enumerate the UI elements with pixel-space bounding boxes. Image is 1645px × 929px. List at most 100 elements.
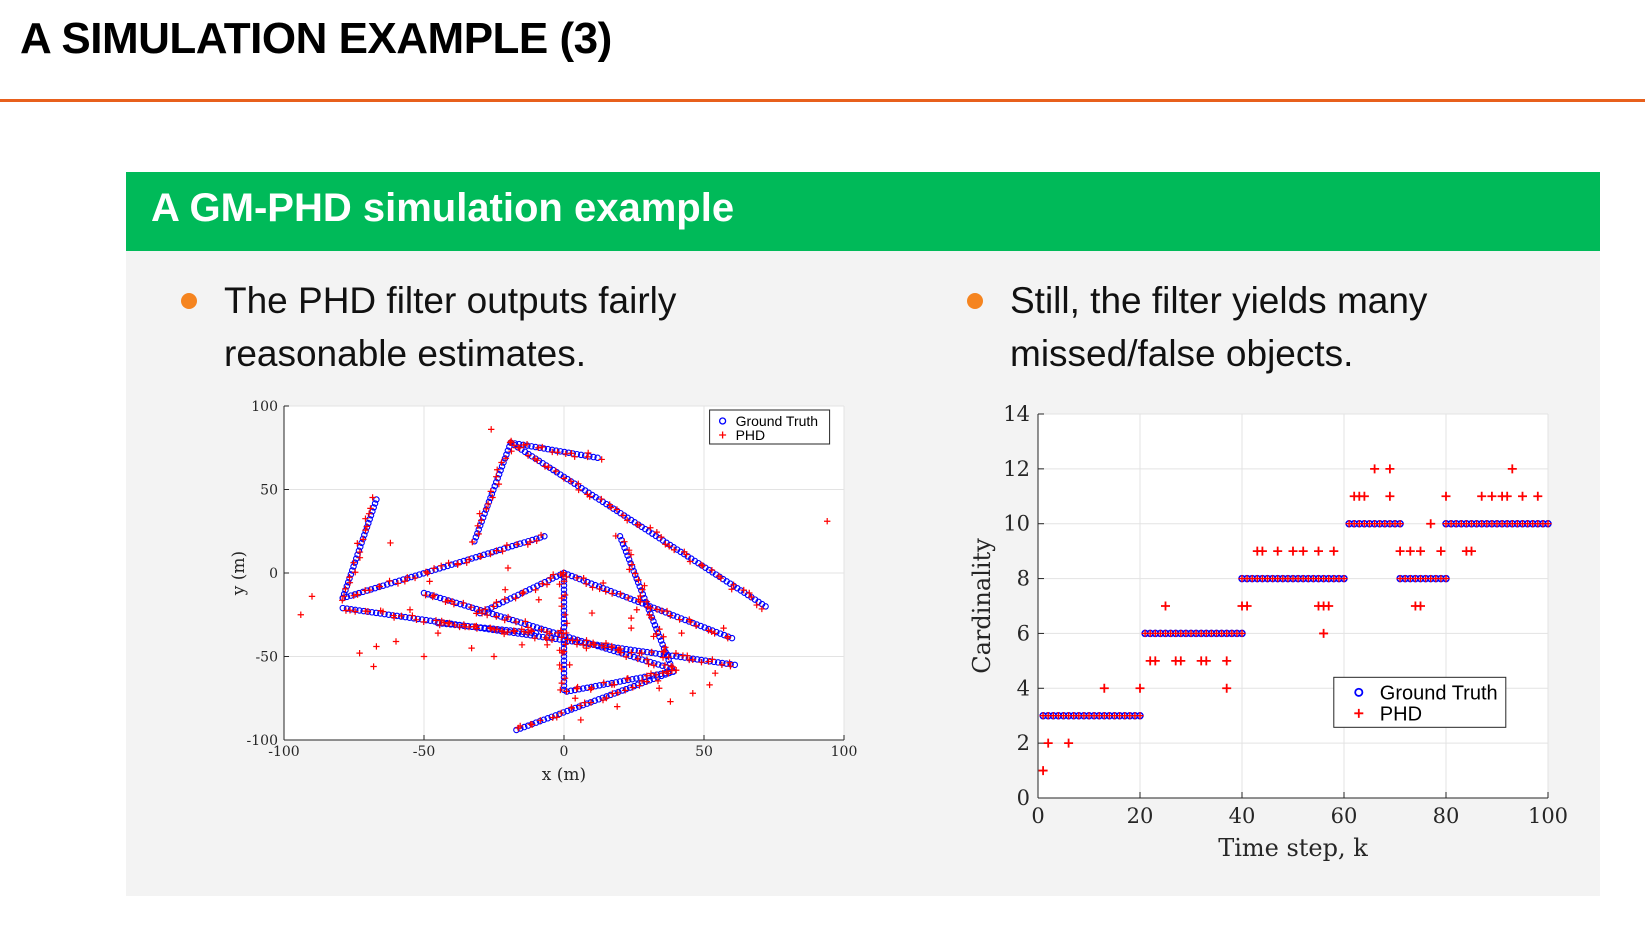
ground-truth-point bbox=[575, 703, 583, 710]
phd-point bbox=[1324, 601, 1334, 611]
phd-point bbox=[632, 570, 639, 577]
phd-point bbox=[603, 694, 610, 702]
phd-point bbox=[661, 661, 669, 669]
ground-truth-point bbox=[731, 661, 739, 669]
phd-point bbox=[628, 614, 635, 622]
phd-point bbox=[544, 641, 551, 649]
phd-point bbox=[602, 639, 610, 647]
phd-point bbox=[657, 533, 665, 541]
phd-point bbox=[1416, 546, 1425, 556]
phd-point bbox=[562, 450, 569, 458]
ground-truth-point bbox=[592, 682, 599, 690]
phd-point bbox=[398, 612, 405, 620]
phd-point bbox=[375, 583, 383, 590]
phd-point bbox=[1288, 546, 1298, 556]
phd-point bbox=[518, 626, 525, 633]
ground-truth-point bbox=[627, 560, 634, 567]
phd-point bbox=[1416, 601, 1425, 611]
phd-point bbox=[561, 611, 569, 619]
phd-point bbox=[1359, 491, 1369, 501]
phd-point bbox=[607, 504, 615, 511]
ground-truth-point bbox=[677, 615, 685, 622]
phd-point bbox=[582, 580, 590, 588]
bullet-dot bbox=[967, 293, 983, 309]
ground-truth-point bbox=[595, 696, 602, 703]
phd-point bbox=[665, 653, 672, 661]
phd-point bbox=[523, 440, 531, 448]
phd-point bbox=[392, 638, 400, 645]
x-tick-label: 40 bbox=[1229, 804, 1256, 828]
phd-point bbox=[566, 661, 573, 669]
phd-point bbox=[483, 611, 491, 619]
ground-truth-point bbox=[469, 604, 476, 612]
phd-point bbox=[689, 656, 696, 664]
phd-point bbox=[484, 500, 492, 508]
phd-point bbox=[623, 517, 631, 524]
y-tick-label: 100 bbox=[251, 399, 278, 415]
legend-phd-label: PHD bbox=[1380, 703, 1422, 725]
phd-point bbox=[478, 610, 486, 617]
ground-truth-point bbox=[625, 556, 633, 563]
ground-truth-point bbox=[373, 496, 380, 503]
phd-point bbox=[580, 574, 587, 582]
phd-point bbox=[650, 633, 657, 640]
phd-point bbox=[560, 630, 567, 637]
phd-point bbox=[370, 663, 377, 670]
ground-truth-point bbox=[618, 650, 626, 657]
phd-point bbox=[617, 649, 625, 656]
phd-point bbox=[608, 590, 616, 597]
phd-point bbox=[460, 599, 467, 607]
phd-point bbox=[541, 463, 549, 470]
y-tick-label: 0 bbox=[1017, 786, 1030, 810]
phd-point bbox=[524, 629, 532, 637]
phd-point bbox=[705, 658, 712, 665]
phd-point bbox=[724, 634, 731, 642]
phd-point bbox=[705, 627, 712, 634]
phd-point bbox=[532, 586, 539, 594]
ground-truth-point bbox=[693, 621, 701, 628]
phd-series bbox=[1038, 464, 1552, 776]
phd-point bbox=[354, 591, 361, 598]
phd-point bbox=[475, 530, 482, 538]
ground-truth-point bbox=[431, 618, 438, 625]
ground-truth-point bbox=[631, 647, 638, 654]
ground-truth-point bbox=[508, 542, 516, 550]
phd-point bbox=[1242, 601, 1252, 611]
ground-truth-point bbox=[556, 710, 563, 718]
ground-truth-point bbox=[506, 443, 513, 450]
ground-truth-point bbox=[578, 637, 585, 645]
phd-point bbox=[602, 588, 609, 595]
phd-point bbox=[420, 618, 427, 626]
ground-truth-point bbox=[651, 621, 659, 629]
ground-truth-point bbox=[540, 445, 548, 452]
phd-point bbox=[667, 698, 674, 705]
phd-point bbox=[1150, 656, 1160, 666]
ground-truth-point bbox=[371, 500, 379, 507]
phd-point bbox=[499, 547, 506, 555]
phd-point bbox=[1099, 683, 1109, 693]
y-tick-label: 10 bbox=[1003, 512, 1030, 536]
ground-truth-point bbox=[657, 670, 665, 678]
phd-point bbox=[614, 703, 621, 710]
phd-point bbox=[1238, 629, 1246, 638]
phd-point bbox=[558, 709, 565, 717]
ground-truth-point bbox=[544, 715, 552, 722]
bullet-right-line-1: Still, the filter yields many bbox=[1010, 280, 1428, 321]
ground-truth-point bbox=[432, 566, 439, 573]
phd-point bbox=[512, 618, 520, 626]
phd-point bbox=[524, 452, 532, 459]
ground-truth-point bbox=[526, 586, 533, 593]
ground-truth-point bbox=[560, 657, 568, 664]
phd-point bbox=[663, 668, 670, 675]
phd-point bbox=[626, 566, 633, 573]
phd-point bbox=[668, 667, 676, 674]
ground-truth-point bbox=[603, 586, 611, 593]
y-axis-label: y (m) bbox=[230, 551, 249, 596]
phd-point bbox=[708, 566, 716, 574]
phd-point bbox=[432, 617, 440, 624]
ground-truth-point bbox=[368, 609, 376, 616]
phd-point bbox=[643, 598, 651, 605]
ground-truth-point bbox=[534, 582, 541, 590]
phd-point bbox=[656, 625, 663, 633]
